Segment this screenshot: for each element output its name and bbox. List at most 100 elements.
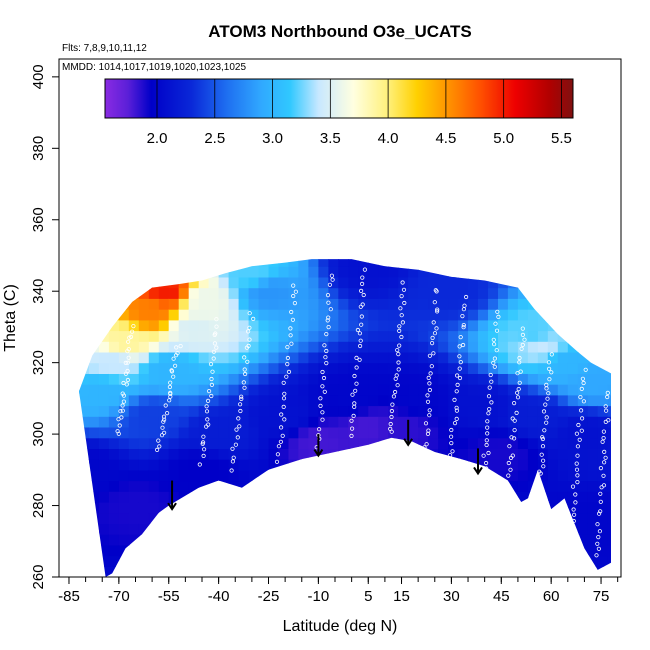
- field-cell: [158, 319, 170, 332]
- field-cell: [507, 384, 519, 396]
- sample-point: [355, 327, 360, 333]
- field-cell: [268, 459, 280, 471]
- sample-point: [544, 382, 549, 387]
- field-cell: [328, 341, 339, 353]
- field-cell: [118, 544, 130, 557]
- field-cell: [278, 259, 290, 267]
- field-cell: [118, 437, 130, 449]
- field-cell: [378, 416, 389, 428]
- field-cell: [338, 287, 349, 299]
- field-cell: [168, 491, 180, 503]
- y-axis: 260 280 300 320 340 360 380 400: [30, 64, 59, 590]
- sample-point: [116, 417, 121, 422]
- sample-point: [128, 334, 134, 339]
- field-cell: [128, 309, 140, 321]
- field-cell: [398, 351, 409, 364]
- field-cell: [398, 373, 409, 385]
- field-cell: [238, 309, 250, 321]
- field-cell: [218, 427, 230, 439]
- field-cell: [228, 362, 240, 374]
- field-cell: [537, 330, 549, 342]
- field-cell: [488, 330, 499, 342]
- sample-point: [546, 360, 552, 365]
- field-cell: [517, 491, 529, 503]
- field-cell: [468, 437, 479, 449]
- field-cell: [458, 416, 469, 428]
- sample-point: [245, 359, 250, 364]
- field-cell: [577, 405, 589, 417]
- field-cell: [108, 416, 120, 428]
- field-cell: [587, 523, 599, 535]
- field-cell: [148, 448, 160, 460]
- field-cell: [148, 351, 160, 364]
- field-cell: [248, 276, 260, 289]
- field-cell: [428, 384, 439, 396]
- sample-point: [178, 343, 183, 349]
- field-cell: [168, 298, 180, 310]
- field-cell: [517, 448, 529, 460]
- sample-point: [520, 342, 525, 347]
- field-cell: [438, 394, 449, 407]
- field-cell: [328, 362, 339, 374]
- field-cell: [218, 405, 230, 417]
- sample-point: [230, 459, 235, 464]
- field-cell: [597, 373, 609, 385]
- field-cell: [208, 416, 220, 428]
- sample-point: [115, 429, 120, 434]
- field-cell: [288, 437, 300, 449]
- field-cell: [507, 480, 519, 492]
- field-cell: [587, 534, 599, 546]
- field-cell: [148, 459, 160, 471]
- sample-point: [606, 418, 611, 423]
- sample-point: [325, 318, 330, 323]
- tropopause-arrow: [313, 434, 324, 458]
- x-axis: -85 -70 -55 -40 -25 -10 5 15 30 45 60 75: [58, 577, 619, 605]
- sample-point: [276, 444, 281, 449]
- sample-point: [324, 360, 329, 366]
- field-cell: [98, 523, 110, 535]
- sample-point: [247, 337, 252, 342]
- field-cell: [468, 384, 479, 396]
- field-cell: [228, 266, 240, 278]
- field-cell: [188, 459, 200, 471]
- field-cell: [128, 491, 140, 503]
- field-cell: [148, 405, 160, 417]
- sample-point: [201, 453, 206, 458]
- dates-label: MMDD: 1014,1017,1019,1020,1023,1025: [62, 62, 246, 73]
- field-cell: [368, 405, 379, 417]
- field-cell: [118, 362, 130, 374]
- sample-point: [430, 335, 435, 340]
- field-cell: [308, 427, 319, 439]
- field-cell: [188, 427, 200, 439]
- y-tick-label: 280: [30, 493, 47, 518]
- field-cell: [338, 362, 349, 374]
- field-cell: [298, 437, 309, 449]
- sample-point: [400, 320, 405, 325]
- field-cell: [128, 362, 140, 374]
- field-cell: [198, 427, 210, 439]
- field-cell: [438, 405, 449, 417]
- field-cell: [238, 437, 250, 449]
- sample-point: [359, 314, 364, 319]
- field-cell: [148, 330, 160, 342]
- sample-point: [119, 415, 124, 420]
- field-cell: [567, 384, 579, 396]
- field-cell: [398, 362, 409, 374]
- field-cell: [128, 351, 140, 364]
- field-cell: [158, 502, 170, 514]
- sample-point: [511, 400, 517, 406]
- field-cell: [318, 394, 329, 407]
- sample-point: [452, 397, 457, 402]
- x-tick-label: 15: [393, 588, 410, 605]
- field-cell: [408, 394, 419, 407]
- field-cell: [607, 469, 611, 482]
- field-cell: [228, 373, 240, 385]
- y-tick-label: 400: [30, 64, 47, 89]
- sample-point: [395, 347, 400, 353]
- x-tick-label: 60: [543, 588, 560, 605]
- field-cell: [418, 341, 429, 353]
- sample-point: [603, 408, 609, 413]
- field-cell: [318, 384, 329, 396]
- field-cell: [328, 287, 339, 299]
- field-cell: [348, 394, 359, 407]
